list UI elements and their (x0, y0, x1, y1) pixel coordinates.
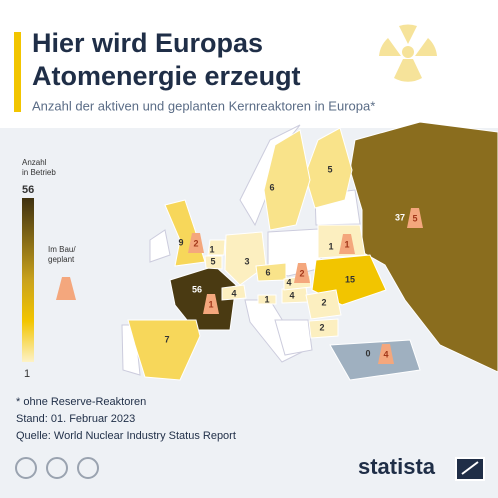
operating-count: 15 (345, 274, 355, 284)
legend-scale (22, 198, 34, 362)
country (257, 294, 277, 305)
reactor-icon (294, 263, 310, 283)
radiation-icon (379, 24, 437, 82)
operating-count: 4 (231, 288, 236, 298)
operating-count: 0 (365, 348, 370, 358)
country (207, 239, 226, 256)
legend-label: geplant (48, 255, 75, 264)
legend-label: in Betrieb (22, 168, 56, 177)
land (149, 229, 171, 263)
construction-count: 2 (299, 268, 304, 278)
source: Quelle: World Nuclear Industry Status Re… (16, 430, 236, 442)
country (308, 318, 339, 339)
brand-icon (455, 457, 485, 481)
accent-bar (14, 32, 21, 112)
reactor-icon (203, 294, 219, 314)
country (329, 339, 421, 381)
operating-count: 56 (192, 284, 202, 294)
country (349, 121, 498, 373)
operating-count: 1 (328, 241, 333, 251)
country (127, 319, 201, 381)
title: Atomenergie erzeugt (32, 61, 301, 91)
operating-count: 9 (178, 237, 183, 247)
country (221, 284, 247, 301)
construction-count: 1 (208, 299, 213, 309)
reactor-icon (339, 234, 355, 254)
legend-max: 56 (22, 184, 34, 196)
operating-count: 6 (269, 182, 274, 192)
country (224, 231, 267, 286)
country (204, 255, 223, 270)
operating-count: 2 (321, 297, 326, 307)
reactor-icon (188, 233, 204, 253)
operating-count: 7 (164, 334, 169, 344)
operating-count: 5 (210, 256, 215, 266)
operating-count: 4 (286, 277, 291, 287)
construction-count: 4 (383, 349, 388, 359)
subtitle: Anzahl der aktiven und geplanten Kernrea… (32, 98, 375, 113)
operating-count: 4 (289, 290, 294, 300)
operating-count: 3 (244, 256, 249, 266)
construction-count: 1 (344, 239, 349, 249)
reactor-icon (407, 208, 423, 228)
operating-count: 6 (265, 267, 270, 277)
country (255, 262, 287, 282)
footnote: * ohne Reserve-Reaktoren (16, 396, 146, 408)
legend-label: Anzahl (22, 158, 47, 167)
brand: statista (358, 454, 436, 479)
operating-count: 1 (209, 244, 214, 254)
legend-min: 1 (24, 368, 30, 380)
legend-label: Im Bau/ (48, 245, 76, 254)
construction-count: 5 (412, 213, 417, 223)
license-icons (15, 457, 99, 479)
operating-count: 1 (264, 294, 269, 304)
operating-count: 2 (319, 322, 324, 332)
land (274, 319, 313, 356)
date: Stand: 01. Februar 2023 (16, 413, 135, 425)
operating-count: 5 (327, 164, 332, 174)
reactor-icon (378, 344, 394, 364)
country (263, 129, 311, 231)
operating-count: 37 (395, 212, 405, 222)
legend: Anzahl in Betrieb 56 1 Im Bau/ geplant (22, 158, 76, 380)
legend-reactor-icon (56, 277, 76, 300)
title: Hier wird Europas (32, 28, 263, 58)
construction-count: 2 (193, 238, 198, 248)
country (305, 289, 342, 320)
